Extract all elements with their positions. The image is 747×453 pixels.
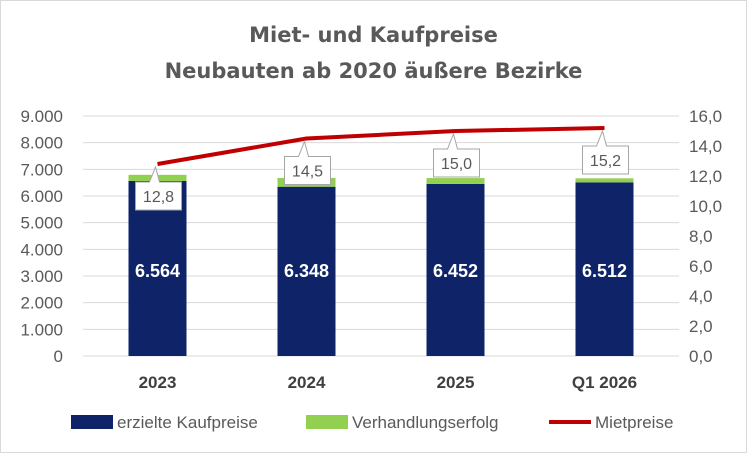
y-left-tick-label: 3.000 xyxy=(20,267,63,286)
line-value-label: 15,0 xyxy=(441,156,472,173)
y-left-tick-label: 4.000 xyxy=(20,240,63,259)
y-right-tick-label: 10,0 xyxy=(689,197,722,216)
legend-swatch-verhandlungserfolg xyxy=(306,415,348,429)
x-tick-label: 2024 xyxy=(288,373,326,392)
y-left-tick-label: 1.000 xyxy=(20,320,63,339)
line-value-callout xyxy=(433,132,480,178)
chart-title-line-2: Neubauten ab 2020 äußere Bezirke xyxy=(164,59,583,83)
bar-value-label: 6.348 xyxy=(284,261,329,281)
y-right-tick-label: 16,0 xyxy=(689,107,722,126)
line-value-label: 15,2 xyxy=(590,153,621,170)
legend-label-mietpreise: Mietpreise xyxy=(595,413,673,432)
bar-verhandlungserfolg xyxy=(575,178,634,183)
y-left-tick-label: 6.000 xyxy=(20,187,63,206)
x-tick-label: 2025 xyxy=(437,373,475,392)
line-value-callout xyxy=(582,129,629,175)
y-right-tick-label: 4,0 xyxy=(689,287,713,306)
y-left-tick-label: 2.000 xyxy=(20,294,63,313)
bar-verhandlungserfolg xyxy=(426,178,485,184)
bar-value-label: 6.512 xyxy=(582,261,627,281)
line-value-callout xyxy=(135,165,182,211)
x-tick-label: 2023 xyxy=(139,373,177,392)
y-right-tick-label: 2,0 xyxy=(689,317,713,336)
bar-kaufpreis xyxy=(575,182,634,356)
x-tick-label: Q1 2026 xyxy=(572,373,637,392)
bar-kaufpreis xyxy=(426,183,485,356)
y-left-tick-label: 5.000 xyxy=(20,214,63,233)
bar-value-label: 6.452 xyxy=(433,261,478,281)
legend-swatch-kaufpreise xyxy=(71,415,113,429)
y-right-tick-label: 0,0 xyxy=(689,347,713,366)
y-left-tick-label: 9.000 xyxy=(20,107,63,126)
y-left-tick-label: 8.000 xyxy=(20,134,63,153)
line-mietpreise xyxy=(157,126,605,166)
y-right-tick-label: 8,0 xyxy=(689,227,713,246)
legend-label-verhandlungserfolg: Verhandlungserfolg xyxy=(352,413,499,432)
chart-title-line-1: Miet- und Kaufpreise xyxy=(249,23,498,47)
legend-label-kaufpreise: erzielte Kaufpreise xyxy=(117,413,258,432)
y-right-tick-label: 12,0 xyxy=(689,167,722,186)
y-right-tick-label: 14,0 xyxy=(689,137,722,156)
line-value-label: 14,5 xyxy=(292,164,323,181)
y-left-tick-label: 7.000 xyxy=(20,160,63,179)
bar-kaufpreis xyxy=(277,186,336,356)
line-value-label: 12,8 xyxy=(143,189,174,206)
bar-value-label: 6.564 xyxy=(135,261,180,281)
y-left-tick-label: 0 xyxy=(54,347,63,366)
y-right-tick-label: 6,0 xyxy=(689,257,713,276)
line-value-callout xyxy=(284,139,331,185)
